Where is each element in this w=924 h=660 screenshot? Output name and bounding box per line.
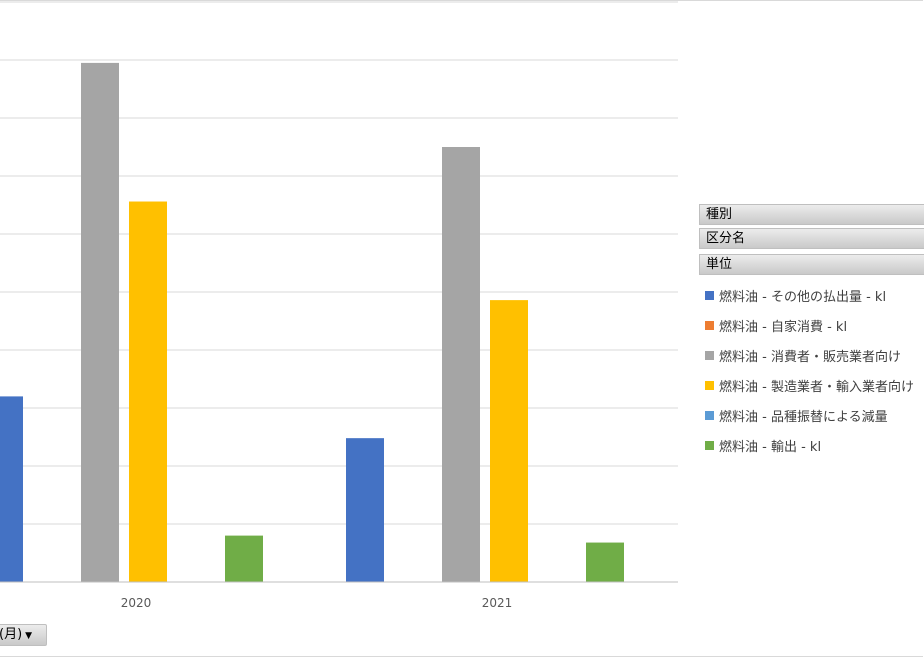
bar-2020-series-5[interactable] [225,535,263,582]
legend-swatch [705,320,714,330]
legend-item[interactable]: 燃料油 - 自家消費 - kl [705,310,924,340]
legend-item[interactable]: 燃料油 - その他の払出量 - kl [705,280,924,310]
field-button-unit[interactable]: 単位 [699,254,924,275]
bar-2020-series-2[interactable] [81,62,119,582]
chevron-down-icon: ▼ [25,631,33,641]
bar-2021-series-5[interactable] [586,542,624,582]
legend: 燃料油 - その他の払出量 - kl 燃料油 - 自家消費 - kl 燃料油 - 消… [705,280,924,460]
field-button-category[interactable]: 区分名 [699,228,924,249]
legend-item[interactable]: 燃料油 - 輸出 - kl [705,430,924,460]
bar-2021-series-0[interactable] [346,438,384,582]
legend-label: 燃料油 - 輸出 - kl [719,439,822,455]
axis-field-button-month[interactable]: (月) ▼ [0,624,47,646]
legend-item[interactable]: 燃料油 - 消費者・販売業者向け [705,340,924,370]
legend-swatch [705,350,714,360]
x-tick-label-2020: 2020 [121,596,152,610]
legend-item[interactable]: 燃料油 - 製造業者・輸入業者向け [705,370,924,400]
bar-2020-series-0[interactable] [0,396,23,582]
legend-swatch [705,380,714,390]
bar-2020-series-3[interactable] [129,201,167,582]
legend-label: 燃料油 - 品種振替による減量 [719,409,888,425]
axis-field-label: (月) [0,627,23,642]
bar-chart: 2020 2021 [0,1,678,610]
legend-item[interactable]: 燃料油 - 品種振替による減量 [705,400,924,430]
legend-label: 燃料油 - その他の払出量 - kl [719,289,887,305]
legend-swatch [705,410,714,420]
legend-label: 燃料油 - 自家消費 - kl [719,319,848,335]
legend-swatch [705,290,714,300]
bars [0,62,678,583]
x-tick-labels: 2020 2021 [121,596,513,610]
legend-swatch [705,440,714,450]
x-tick-label-2021: 2021 [482,596,513,610]
field-button-type[interactable]: 種別 [699,204,924,225]
legend-label: 燃料油 - 消費者・販売業者向け [719,349,901,365]
bar-2021-series-2[interactable] [442,147,480,582]
legend-label: 燃料油 - 製造業者・輸入業者向け [719,379,914,395]
bar-2021-series-3[interactable] [490,300,528,582]
